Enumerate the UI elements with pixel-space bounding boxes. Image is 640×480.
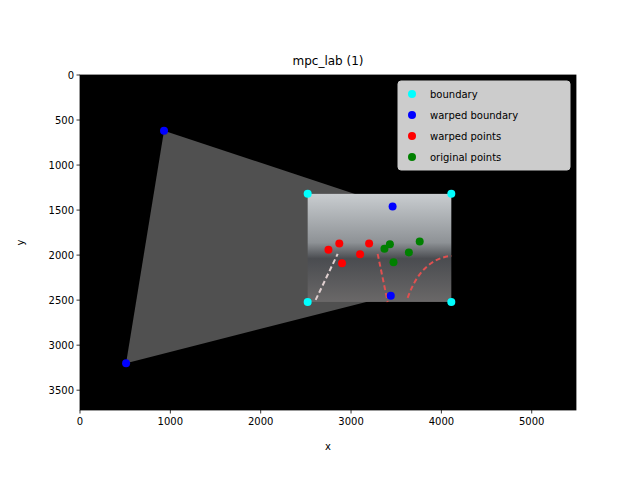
y-tick-label: 2500: [49, 295, 74, 306]
point: [122, 359, 130, 367]
point: [304, 190, 312, 198]
point: [160, 127, 168, 135]
y-tick: [77, 345, 81, 346]
x-tick: [531, 410, 532, 414]
photo: [308, 194, 452, 302]
legend-label: warped boundary: [430, 110, 518, 121]
legend: boundary warped boundary warped points orig…: [398, 81, 570, 170]
x-tick: [441, 410, 442, 414]
point: [324, 246, 332, 254]
point: [338, 259, 346, 267]
x-tick-label: 2000: [248, 416, 273, 427]
x-tick-label: 5000: [519, 416, 544, 427]
y-tick: [77, 120, 81, 121]
y-tick-label: 0: [68, 70, 74, 81]
legend-label: boundary: [430, 89, 478, 100]
y-label: y: [15, 239, 26, 245]
y-tick-label: 1000: [49, 160, 74, 171]
y-tick: [77, 255, 81, 256]
y-tick-label: 3000: [49, 340, 74, 351]
legend-marker: [408, 153, 416, 161]
y-tick-label: 3500: [49, 385, 74, 396]
y-tick: [77, 75, 81, 76]
y-tick: [77, 390, 81, 391]
title: mpc_lab (1): [292, 54, 363, 68]
x-tick: [80, 410, 81, 414]
y-tick-label: 1500: [49, 205, 74, 216]
legend-label: original points: [430, 152, 501, 163]
point: [356, 250, 364, 258]
y-tick: [77, 165, 81, 166]
point: [304, 298, 312, 306]
point: [416, 238, 424, 246]
y-tick: [77, 210, 81, 211]
x-label: x: [325, 441, 331, 452]
point: [365, 239, 373, 247]
y-tick: [77, 300, 81, 301]
photo-detail: [408, 256, 452, 298]
photo-detail: [316, 254, 338, 300]
legend-marker: [408, 111, 416, 119]
point: [405, 248, 413, 256]
point: [447, 298, 455, 306]
x-tick: [260, 410, 261, 414]
y-tick-label: 500: [55, 115, 74, 126]
y-tick-label: 2000: [49, 250, 74, 261]
plot-area: [80, 75, 576, 410]
point: [447, 190, 455, 198]
legend-marker: [408, 132, 416, 140]
point: [335, 239, 343, 247]
legend-label: warped points: [430, 131, 501, 142]
x-tick-label: 4000: [429, 416, 454, 427]
x-tick-label: 1000: [158, 416, 183, 427]
x-tick-label: 3000: [338, 416, 363, 427]
point: [386, 240, 394, 248]
x-tick-label: 0: [77, 416, 83, 427]
legend-box: [398, 81, 570, 170]
legend-marker: [408, 90, 416, 98]
x-tick: [351, 410, 352, 414]
chart-svg: 0 1000 2000 3000 4000 5000 0 500 1000 1500 2000 250…: [0, 0, 640, 480]
chart-container: 0 1000 2000 3000 4000 5000 0 500 1000 1500 2000 250…: [0, 0, 640, 480]
background: [0, 0, 640, 480]
point: [387, 292, 395, 300]
point: [390, 258, 398, 266]
point: [389, 202, 397, 210]
frame: [80, 75, 576, 410]
x-tick: [170, 410, 171, 414]
photo-detail: [378, 254, 388, 302]
